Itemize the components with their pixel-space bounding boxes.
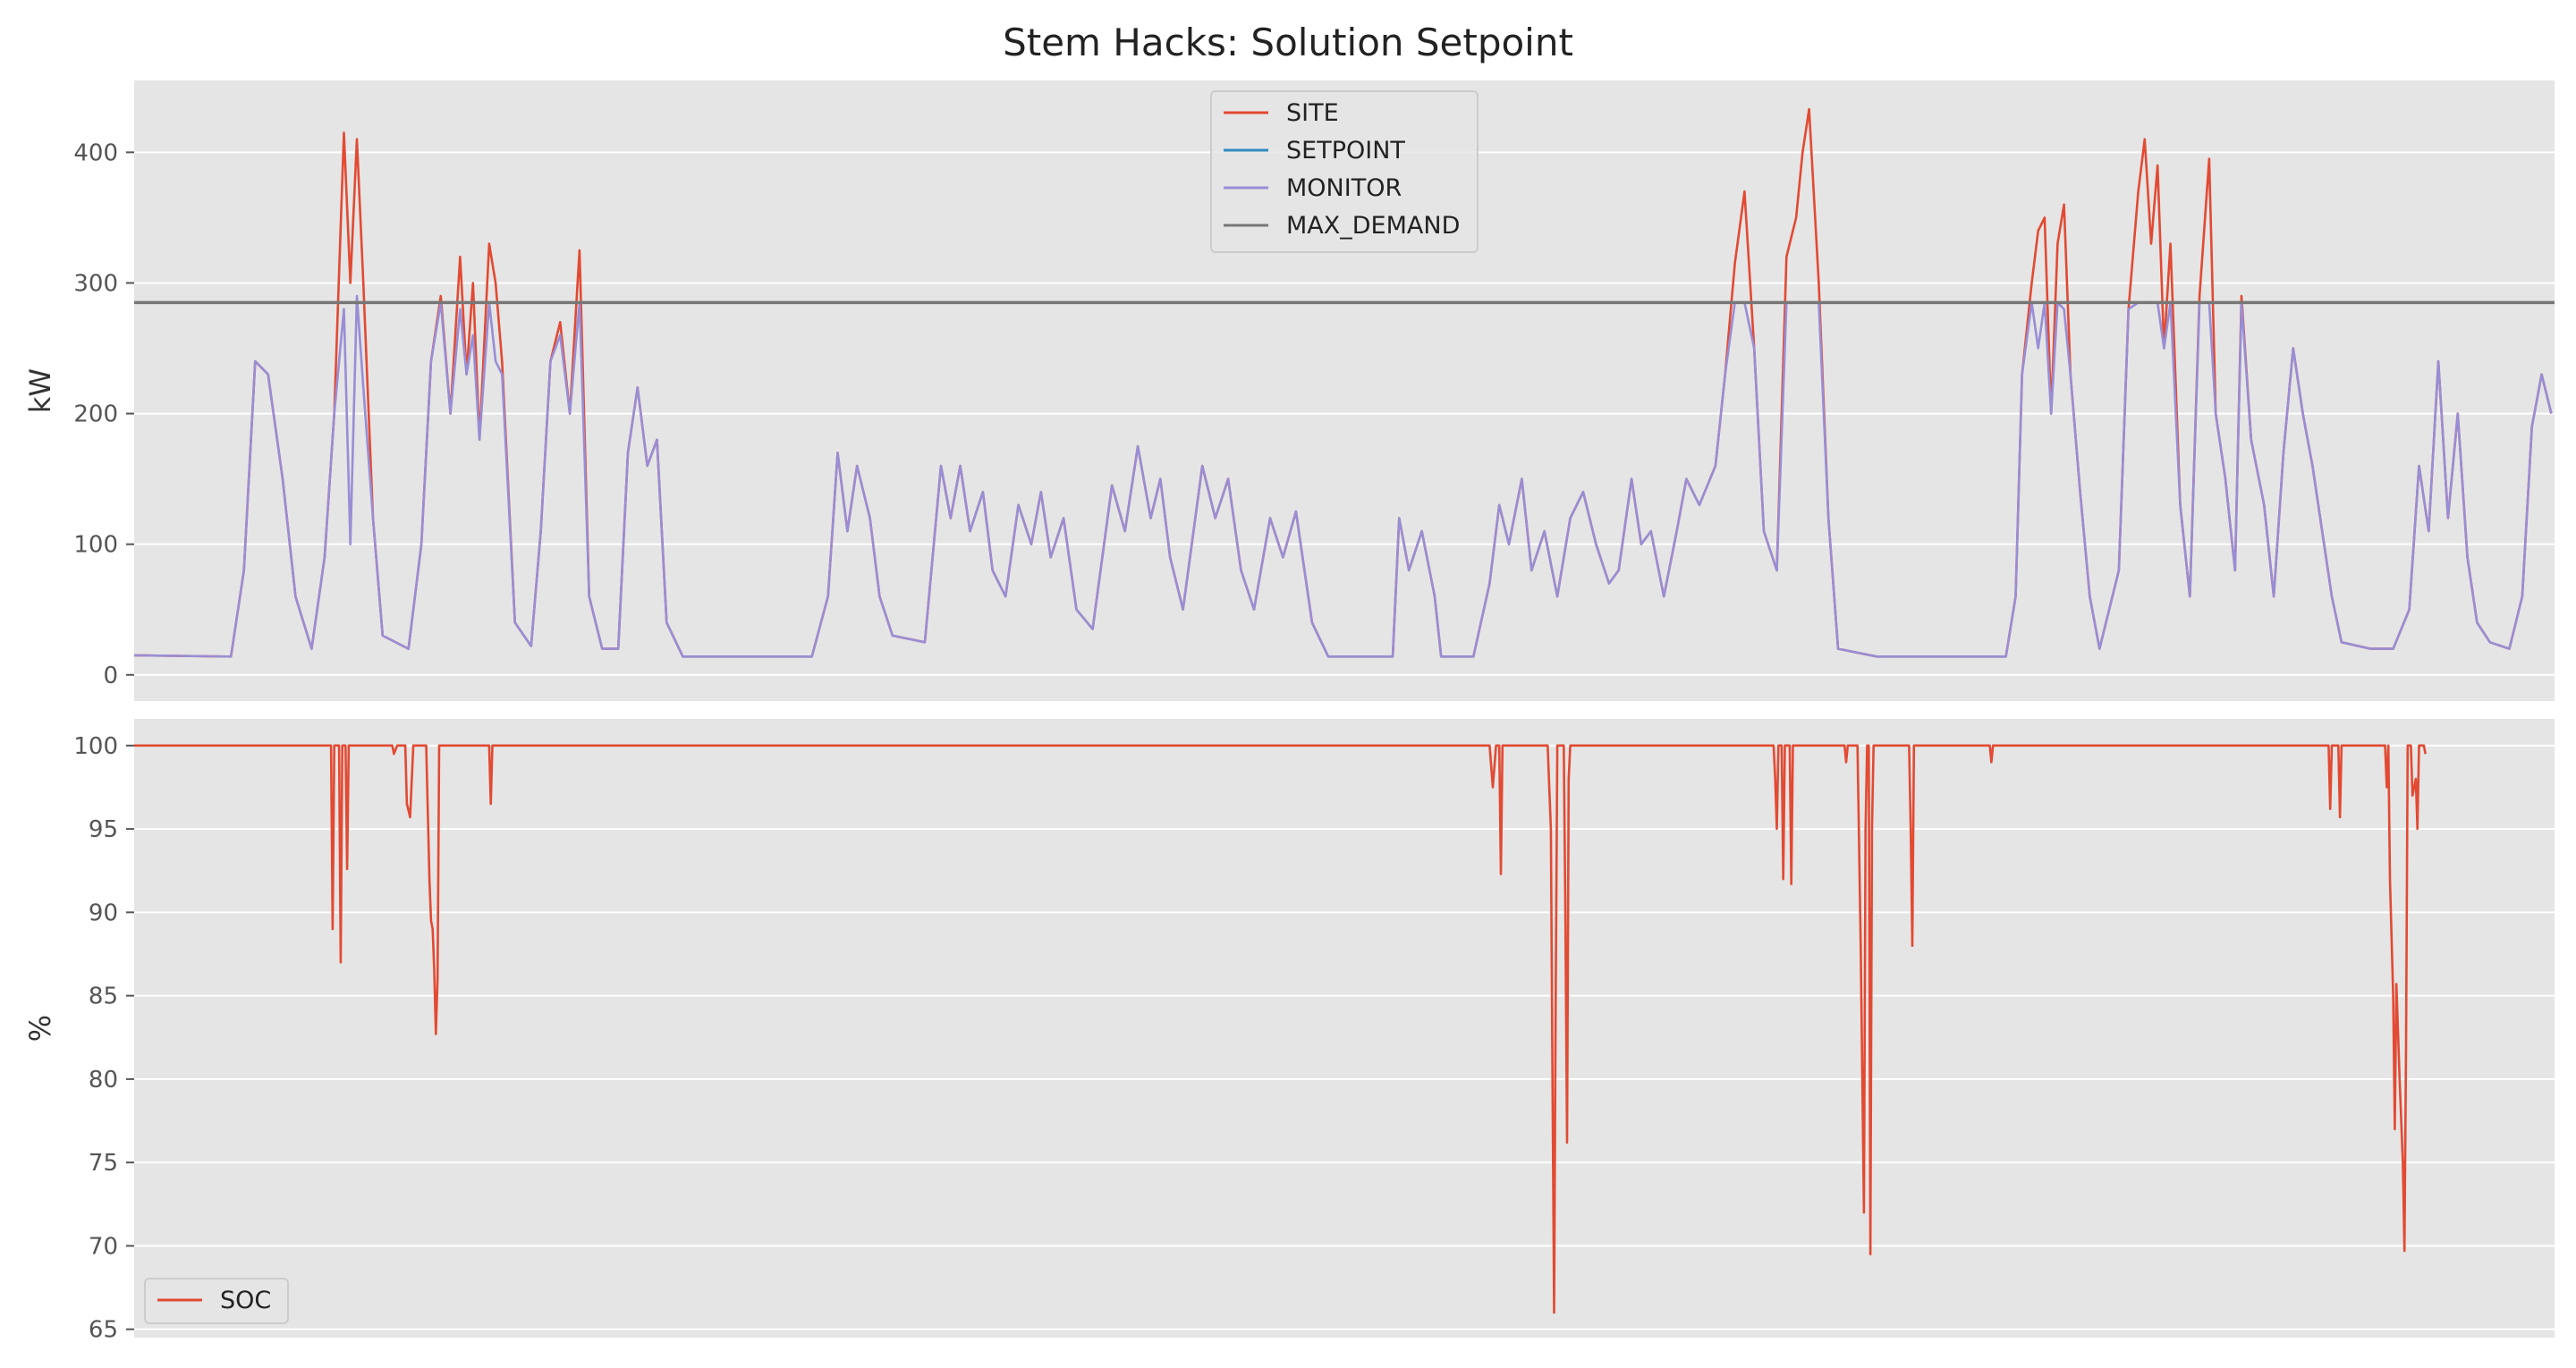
legend-label-max-demand: MAX_DEMAND bbox=[1286, 212, 1460, 240]
legend-box bbox=[1210, 90, 1479, 253]
y-tick-label: 100 bbox=[73, 733, 118, 760]
plot-area bbox=[134, 719, 2555, 1338]
y-tick-label: 0 bbox=[103, 663, 118, 689]
y-tick-label: 75 bbox=[89, 1150, 118, 1177]
series-line-soc bbox=[134, 744, 2427, 1314]
y-tick-label: 100 bbox=[73, 532, 118, 559]
legend-label-setpoint: SETPOINT bbox=[1286, 137, 1405, 165]
chart-title: Stem Hacks: Solution Setpoint bbox=[1003, 21, 1573, 64]
y-tick-label: 65 bbox=[89, 1317, 118, 1344]
y-tick-label: 95 bbox=[89, 816, 118, 843]
y-tick-label: 300 bbox=[73, 270, 118, 297]
legend-label-site: SITE bbox=[1286, 99, 1339, 127]
soc-panel: 65 70 75 80 85 90 95 100% SOC bbox=[23, 719, 2555, 1344]
y-tick-label: 90 bbox=[89, 899, 118, 926]
y-axis-label: kW bbox=[23, 368, 57, 413]
legend-label-monitor: MONITOR bbox=[1286, 174, 1402, 202]
legend-label-soc: SOC bbox=[220, 1287, 271, 1314]
y-tick-label: 200 bbox=[73, 401, 118, 428]
power-panel: 0 100 200 300 400 kW SITE SETPOINT MONITOR MAX_DE… bbox=[23, 80, 2555, 701]
legend-box bbox=[144, 1278, 289, 1324]
y-tick-label: 80 bbox=[89, 1067, 118, 1094]
y-tick-label: 400 bbox=[73, 139, 118, 166]
y-tick-label: 85 bbox=[89, 984, 118, 1010]
y-axis-label: % bbox=[23, 1015, 57, 1042]
y-tick-label: 70 bbox=[89, 1233, 118, 1260]
